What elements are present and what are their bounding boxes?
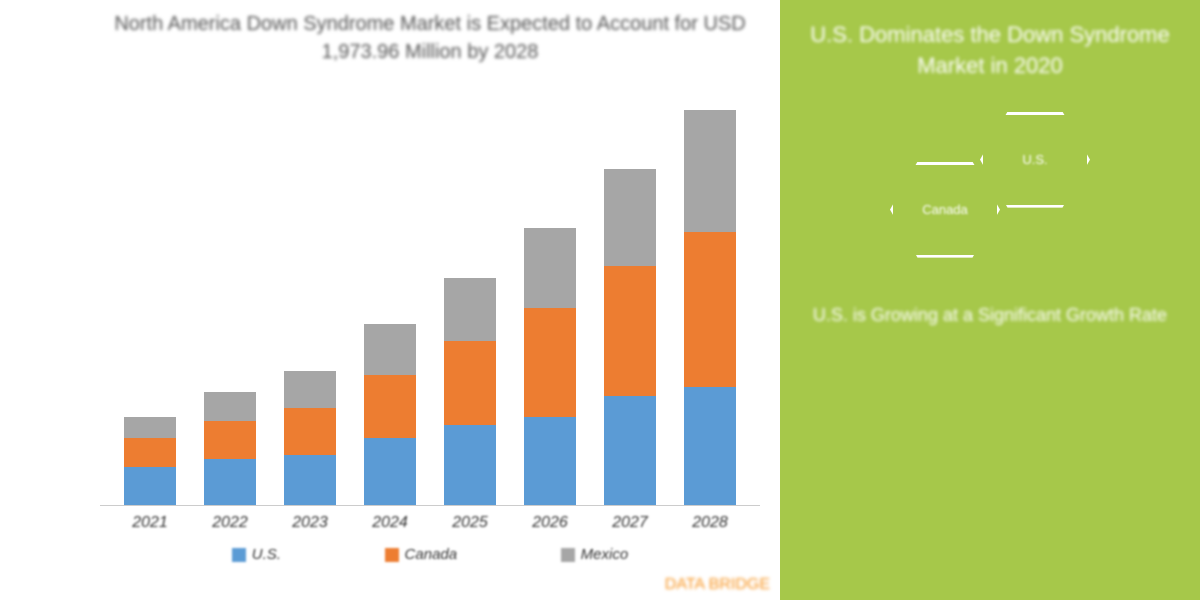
bar-segment <box>284 455 336 505</box>
bar-segment <box>444 341 496 425</box>
x-axis-label: 2027 <box>595 514 665 532</box>
bar-segment <box>444 425 496 505</box>
bar-segment <box>364 324 416 374</box>
legend-item: U.S. <box>232 546 281 563</box>
legend-swatch <box>232 548 246 562</box>
bar-segment <box>364 375 416 438</box>
bar-segment <box>604 266 656 396</box>
chart-legend: U.S. Canada Mexico <box>180 546 680 563</box>
bar-segment <box>524 228 576 308</box>
bar-segment <box>204 421 256 459</box>
bar-segment <box>684 110 736 232</box>
x-axis-labels: 2021 2022 2023 2024 2025 2026 2027 2028 <box>100 514 760 532</box>
chart-panel: North America Down Syndrome Market is Ex… <box>0 0 780 600</box>
bar-segment <box>204 459 256 505</box>
hex-us: U.S. <box>980 112 1090 208</box>
bar-stack <box>364 324 416 505</box>
bar-group <box>515 228 585 505</box>
bar-stack <box>284 371 336 505</box>
bar-segment <box>524 417 576 505</box>
bar-segment <box>684 232 736 387</box>
x-axis-label: 2022 <box>195 514 265 532</box>
bar-group <box>275 371 345 505</box>
bar-segment <box>284 371 336 409</box>
hex-canada: Canada <box>890 162 1000 258</box>
bar-stack <box>684 110 736 505</box>
bar-segment <box>604 396 656 505</box>
bar-group <box>675 110 745 505</box>
chart-title: North America Down Syndrome Market is Ex… <box>100 10 760 66</box>
x-axis-label: 2028 <box>675 514 745 532</box>
bar-segment <box>364 438 416 505</box>
hex-diagram: Canada U.S. <box>880 112 1100 272</box>
bar-segment <box>524 308 576 417</box>
legend-label: U.S. <box>252 546 281 563</box>
legend-swatch <box>385 548 399 562</box>
bar-segment <box>124 467 176 505</box>
bar-group <box>355 324 425 505</box>
bar-stack <box>444 278 496 505</box>
bar-group <box>435 278 505 505</box>
x-axis-label: 2024 <box>355 514 425 532</box>
bar-group <box>115 417 185 505</box>
legend-item: Canada <box>385 546 458 563</box>
footer-logo: DATA BRIDGE <box>665 576 770 594</box>
x-axis-label: 2021 <box>115 514 185 532</box>
hex-canada-label: Canada <box>893 165 997 255</box>
bar-segment <box>284 408 336 454</box>
bar-stack <box>124 417 176 505</box>
bar-segment <box>684 387 736 505</box>
x-axis-label: 2025 <box>435 514 505 532</box>
legend-item: Mexico <box>561 546 629 563</box>
bar-stack <box>604 169 656 505</box>
bar-segment <box>444 278 496 341</box>
bar-group <box>595 169 665 505</box>
side-panel-subtitle: U.S. is Growing at a Significant Growth … <box>813 302 1167 329</box>
side-panel-title: U.S. Dominates the Down Syndrome Market … <box>810 20 1170 82</box>
bar-segment <box>124 417 176 438</box>
bar-segment <box>124 438 176 467</box>
bar-group <box>195 392 265 505</box>
legend-label: Canada <box>405 546 458 563</box>
legend-swatch <box>561 548 575 562</box>
x-axis-label: 2023 <box>275 514 345 532</box>
side-panel: U.S. Dominates the Down Syndrome Market … <box>780 0 1200 600</box>
legend-label: Mexico <box>581 546 629 563</box>
hex-us-label: U.S. <box>983 115 1087 205</box>
bar-segment <box>204 392 256 421</box>
bar-stack <box>204 392 256 505</box>
x-axis-label: 2026 <box>515 514 585 532</box>
bar-segment <box>604 169 656 266</box>
bar-stack <box>524 228 576 505</box>
chart-area <box>100 86 760 506</box>
